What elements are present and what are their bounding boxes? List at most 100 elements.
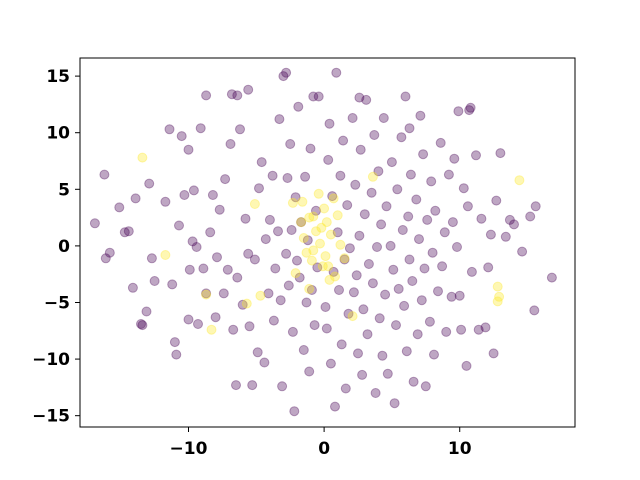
data-point-class-0	[408, 376, 419, 387]
data-point-class-0	[471, 150, 481, 161]
data-point-class-0	[415, 110, 426, 121]
data-point-class-0	[306, 285, 317, 295]
data-point-class-1	[249, 199, 260, 209]
data-point-class-0	[277, 381, 288, 392]
data-point-class-0	[226, 89, 237, 100]
data-point-class-1	[308, 211, 319, 222]
data-point-class-0	[114, 202, 125, 213]
data-point-class-0	[397, 225, 408, 235]
data-point-class-0	[530, 201, 541, 212]
data-point-class-0	[353, 348, 363, 359]
data-point-class-0	[99, 169, 110, 180]
data-point-class-0	[525, 211, 536, 222]
data-point-class-1	[324, 274, 335, 285]
data-point-class-0	[378, 113, 389, 123]
data-point-class-0	[339, 254, 350, 265]
y-tick-label: 15	[46, 67, 70, 87]
data-point-class-0	[388, 264, 399, 275]
data-point-class-0	[359, 209, 370, 220]
data-point-class-0	[335, 170, 346, 181]
data-point-class-0	[256, 157, 267, 168]
data-point-class-0	[373, 166, 384, 177]
data-point-class-0	[275, 295, 286, 306]
data-point-class-1	[296, 217, 307, 228]
data-point-class-0	[312, 262, 323, 273]
data-point-class-0	[500, 231, 511, 242]
data-point-class-0	[311, 205, 321, 216]
data-point-class-0	[404, 123, 415, 134]
data-point-class-0	[324, 118, 335, 129]
data-point-class-1	[321, 217, 332, 228]
data-point-class-0	[296, 217, 307, 228]
data-point-class-0	[146, 253, 157, 264]
data-point-class-1	[290, 268, 301, 279]
data-point-class-0	[240, 213, 251, 224]
data-point-class-0	[210, 312, 221, 323]
data-point-class-0	[354, 92, 365, 103]
data-point-class-1	[298, 233, 309, 243]
data-point-class-0	[267, 170, 278, 181]
data-point-class-0	[462, 201, 473, 212]
data-point-class-1	[313, 188, 324, 199]
data-point-class-0	[334, 285, 344, 295]
data-point-class-0	[381, 201, 392, 212]
data-point-class-0	[281, 67, 292, 78]
data-point-class-0	[243, 248, 254, 259]
data-point-class-0	[404, 254, 415, 265]
data-point-class-0	[377, 350, 388, 361]
data-point-class-1	[255, 290, 266, 301]
data-point-class-0	[396, 132, 407, 143]
data-point-class-0	[325, 358, 336, 369]
data-point-class-0	[184, 264, 195, 275]
data-point-class-0	[348, 287, 359, 298]
data-point-class-0	[407, 276, 418, 286]
data-point-class-0	[308, 91, 319, 102]
data-point-class-0	[476, 213, 487, 224]
data-point-class-1	[514, 175, 525, 186]
data-point-class-0	[285, 139, 296, 149]
data-point-class-0	[323, 154, 334, 165]
data-point-class-0	[193, 319, 203, 329]
data-point-class-0	[340, 383, 351, 394]
data-point-class-0	[144, 178, 155, 189]
data-point-class-0	[300, 171, 311, 182]
data-point-class-0	[357, 369, 368, 380]
data-point-class-0	[366, 187, 377, 198]
data-point-class-0	[361, 94, 372, 105]
data-point-class-0	[313, 91, 324, 102]
data-point-class-0	[235, 124, 245, 135]
data-point-class-0	[320, 302, 331, 312]
data-point-class-0	[443, 169, 454, 180]
data-point-class-0	[488, 348, 499, 359]
data-point-class-1	[320, 251, 331, 262]
data-point-class-0	[212, 252, 222, 263]
data-point-class-0	[491, 195, 502, 206]
data-point-class-0	[328, 266, 339, 277]
data-point-class-0	[453, 106, 464, 117]
data-point-class-0	[290, 192, 301, 203]
data-point-class-1	[367, 171, 378, 182]
data-point-class-0	[466, 266, 477, 277]
data-point-class-0	[330, 401, 340, 412]
data-point-class-0	[292, 255, 302, 266]
data-point-class-0	[439, 227, 450, 238]
data-point-class-0	[433, 286, 443, 297]
data-point-class-1	[311, 226, 321, 237]
data-point-class-0	[164, 124, 175, 135]
data-point-class-0	[195, 123, 206, 134]
data-point-class-0	[298, 345, 309, 355]
data-point-class-0	[259, 357, 270, 368]
data-point-class-1	[319, 203, 330, 214]
data-point-class-0	[363, 259, 374, 269]
data-point-class-0	[278, 71, 289, 82]
data-point-class-0	[302, 235, 313, 246]
data-point-class-0	[225, 139, 236, 149]
data-point-class-0	[187, 236, 198, 247]
x-tick-label: 0	[318, 439, 330, 459]
data-point-class-0	[418, 149, 429, 160]
data-point-class-0	[485, 229, 496, 240]
data-point-class-0	[446, 291, 457, 302]
data-point-class-0	[386, 157, 397, 168]
data-point-class-1	[308, 245, 319, 256]
